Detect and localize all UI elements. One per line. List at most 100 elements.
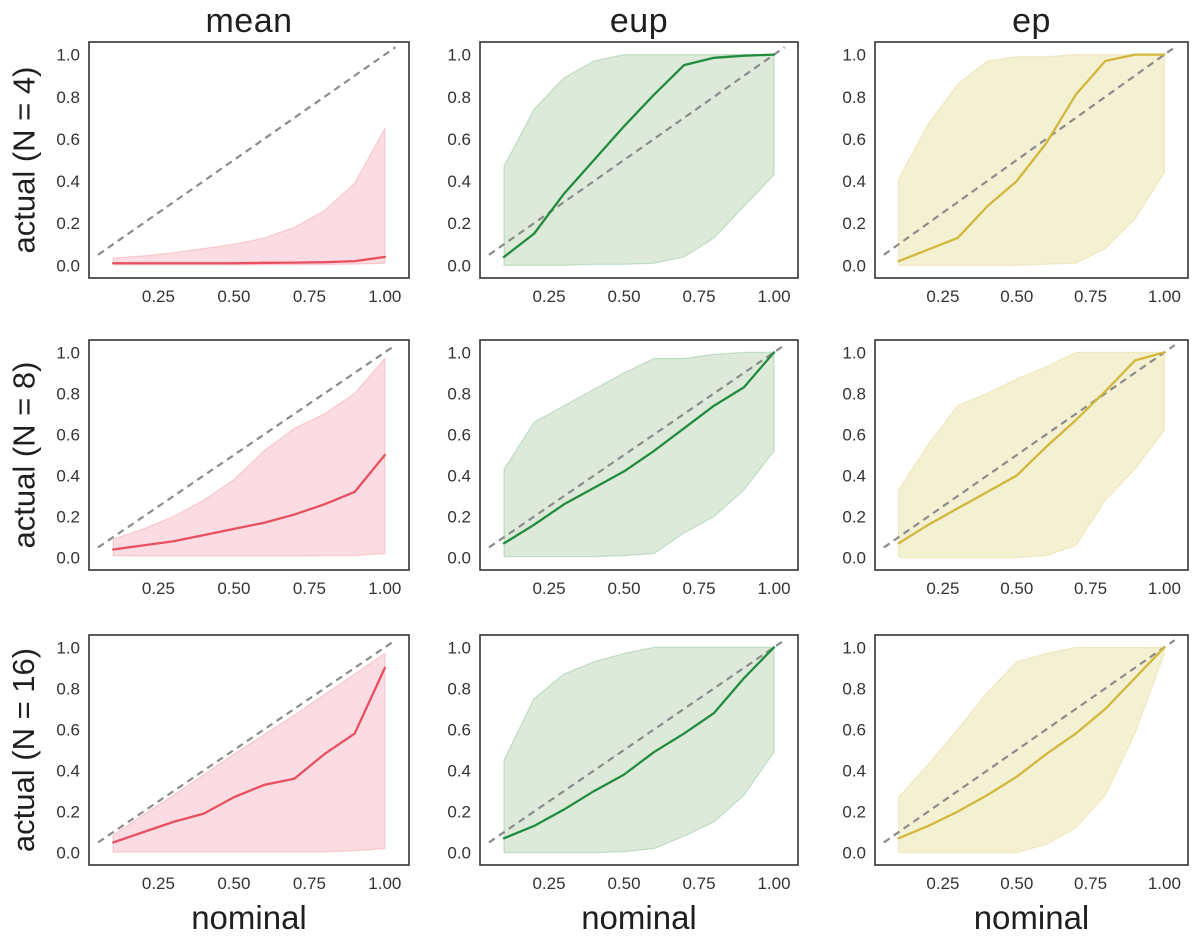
y-tick-label: 0.8 <box>447 679 471 698</box>
x-tick-label: 1.00 <box>368 874 401 893</box>
x-tick-label: 0.25 <box>532 287 565 306</box>
y-tick-label: 1.0 <box>842 46 866 65</box>
x-tick-label: 0.50 <box>1000 287 1033 306</box>
y-tick-label: 0.4 <box>447 762 471 781</box>
x-axis-label-mean: nominal <box>191 899 307 936</box>
y-tick-label: 0.8 <box>842 679 866 698</box>
y-tick-label: 0.0 <box>56 256 80 275</box>
subplot-mean-n16: 0.25 0.50 0.75 1.00 0.0 0.2 0.4 0.6 0.8 1.0 <box>56 634 410 893</box>
x-tick-label: 1.00 <box>757 874 790 893</box>
x-tick-label: 0.50 <box>217 874 250 893</box>
x-tick-label: 0.25 <box>142 579 175 598</box>
y-tick-label: 0.8 <box>56 679 80 698</box>
y-tick-label: 1.0 <box>56 638 80 657</box>
confidence-band <box>898 351 1165 559</box>
y-tick-label: 0.6 <box>842 425 866 444</box>
confidence-band <box>898 54 1165 266</box>
y-tick-label: 0.0 <box>56 844 80 863</box>
y-tick-label: 0.4 <box>842 172 866 191</box>
x-tick-label: 0.25 <box>926 579 959 598</box>
x-tick-label: 1.00 <box>1148 287 1181 306</box>
x-axis-label-eup: nominal <box>581 899 697 936</box>
y-tick-label: 0.8 <box>56 384 80 403</box>
y-tick-label: 0.2 <box>447 508 471 527</box>
median-line <box>112 453 386 551</box>
x-tick-label: 1.00 <box>1148 874 1181 893</box>
y-tick-label: 1.0 <box>56 343 80 362</box>
y-tick-label: 0.0 <box>842 256 866 275</box>
confidence-band <box>503 646 775 854</box>
y-tick-label: 0.0 <box>842 549 866 568</box>
y-tick-label: 0.6 <box>842 720 866 739</box>
subplot-eup-n8: 0.25 0.50 0.75 1.00 0.0 0.2 0.4 0.6 0.8 1.0 <box>447 339 799 598</box>
x-tick-label: 0.25 <box>142 287 175 306</box>
x-tick-label: 0.50 <box>1000 579 1033 598</box>
median-line <box>897 351 1166 545</box>
subplot-eup-n16: 0.25 0.50 0.75 1.00 0.0 0.2 0.4 0.6 0.8 1.0 <box>447 634 799 893</box>
x-tick-label: 0.50 <box>607 579 640 598</box>
x-tick-label: 1.00 <box>368 579 401 598</box>
median-line <box>112 666 386 844</box>
y-tick-label: 0.6 <box>447 720 471 739</box>
x-tick-label: 0.25 <box>532 874 565 893</box>
y-tick-label: 0.2 <box>56 214 80 233</box>
axes-border <box>874 634 1189 866</box>
diagonal-reference-line <box>488 46 786 256</box>
median-line <box>502 53 776 259</box>
x-tick-label: 0.75 <box>682 579 715 598</box>
axes-border <box>88 41 410 279</box>
column-title-mean: mean <box>205 1 293 40</box>
x-tick-label: 0.75 <box>1074 874 1107 893</box>
y-tick-label: 0.2 <box>56 803 80 822</box>
axes-border <box>479 339 799 571</box>
axes-border <box>88 339 410 571</box>
axes-border <box>88 634 410 866</box>
y-tick-label: 0.2 <box>447 214 471 233</box>
x-tick-label: 0.75 <box>293 579 326 598</box>
subplot-ep-n4: 0.25 0.50 0.75 1.00 0.0 0.2 0.4 0.6 0.8 1.0 <box>842 41 1189 306</box>
x-tick-label: 1.00 <box>368 287 401 306</box>
y-tick-label: 0.0 <box>842 844 866 863</box>
x-tick-label: 0.50 <box>1000 874 1033 893</box>
x-tick-label: 0.50 <box>607 874 640 893</box>
x-tick-label: 1.00 <box>1148 579 1181 598</box>
x-tick-label: 0.75 <box>293 287 326 306</box>
x-axis-label-ep: nominal <box>973 899 1090 936</box>
y-tick-label: 0.8 <box>447 88 471 107</box>
y-tick-label: 0.4 <box>56 762 80 781</box>
y-tick-label: 0.4 <box>842 762 866 781</box>
y-tick-label: 0.2 <box>842 214 866 233</box>
y-tick-label: 1.0 <box>447 46 471 65</box>
y-tick-label: 0.8 <box>842 88 866 107</box>
y-tick-label: 0.4 <box>842 467 866 486</box>
subplot-ep-n8: 0.25 0.50 0.75 1.00 0.0 0.2 0.4 0.6 0.8 1.0 <box>842 339 1189 598</box>
y-tick-label: 1.0 <box>447 343 471 362</box>
subplot-mean-n8: 0.25 0.50 0.75 1.00 0.0 0.2 0.4 0.6 0.8 1.0 <box>56 339 410 598</box>
y-tick-label: 0.0 <box>447 844 471 863</box>
y-tick-label: 1.0 <box>447 638 471 657</box>
y-tick-label: 0.0 <box>447 256 471 275</box>
confidence-band <box>112 652 386 853</box>
median-line <box>502 646 776 840</box>
axes-border <box>874 339 1189 571</box>
y-tick-label: 0.4 <box>447 172 471 191</box>
x-tick-label: 0.75 <box>1074 287 1107 306</box>
subplot-eup-n4: 0.25 0.50 0.75 1.00 0.0 0.2 0.4 0.6 0.8 1.0 <box>447 41 799 306</box>
y-tick-label: 0.6 <box>447 130 471 149</box>
confidence-band <box>503 351 775 558</box>
y-tick-label: 0.6 <box>842 130 866 149</box>
axes-border <box>874 41 1189 279</box>
confidence-band <box>898 646 1165 854</box>
column-title-ep: ep <box>1012 1 1051 40</box>
diagonal-reference-line <box>97 46 397 256</box>
x-tick-label: 0.50 <box>607 287 640 306</box>
x-tick-label: 1.00 <box>757 579 790 598</box>
subplot-ep-n16: 0.25 0.50 0.75 1.00 0.0 0.2 0.4 0.6 0.8 1.0 <box>842 634 1189 893</box>
x-tick-label: 0.25 <box>926 874 959 893</box>
median-line <box>112 255 386 265</box>
y-tick-label: 0.0 <box>447 549 471 568</box>
y-tick-label: 0.6 <box>447 425 471 444</box>
x-tick-label: 0.25 <box>926 287 959 306</box>
median-line <box>502 351 776 545</box>
